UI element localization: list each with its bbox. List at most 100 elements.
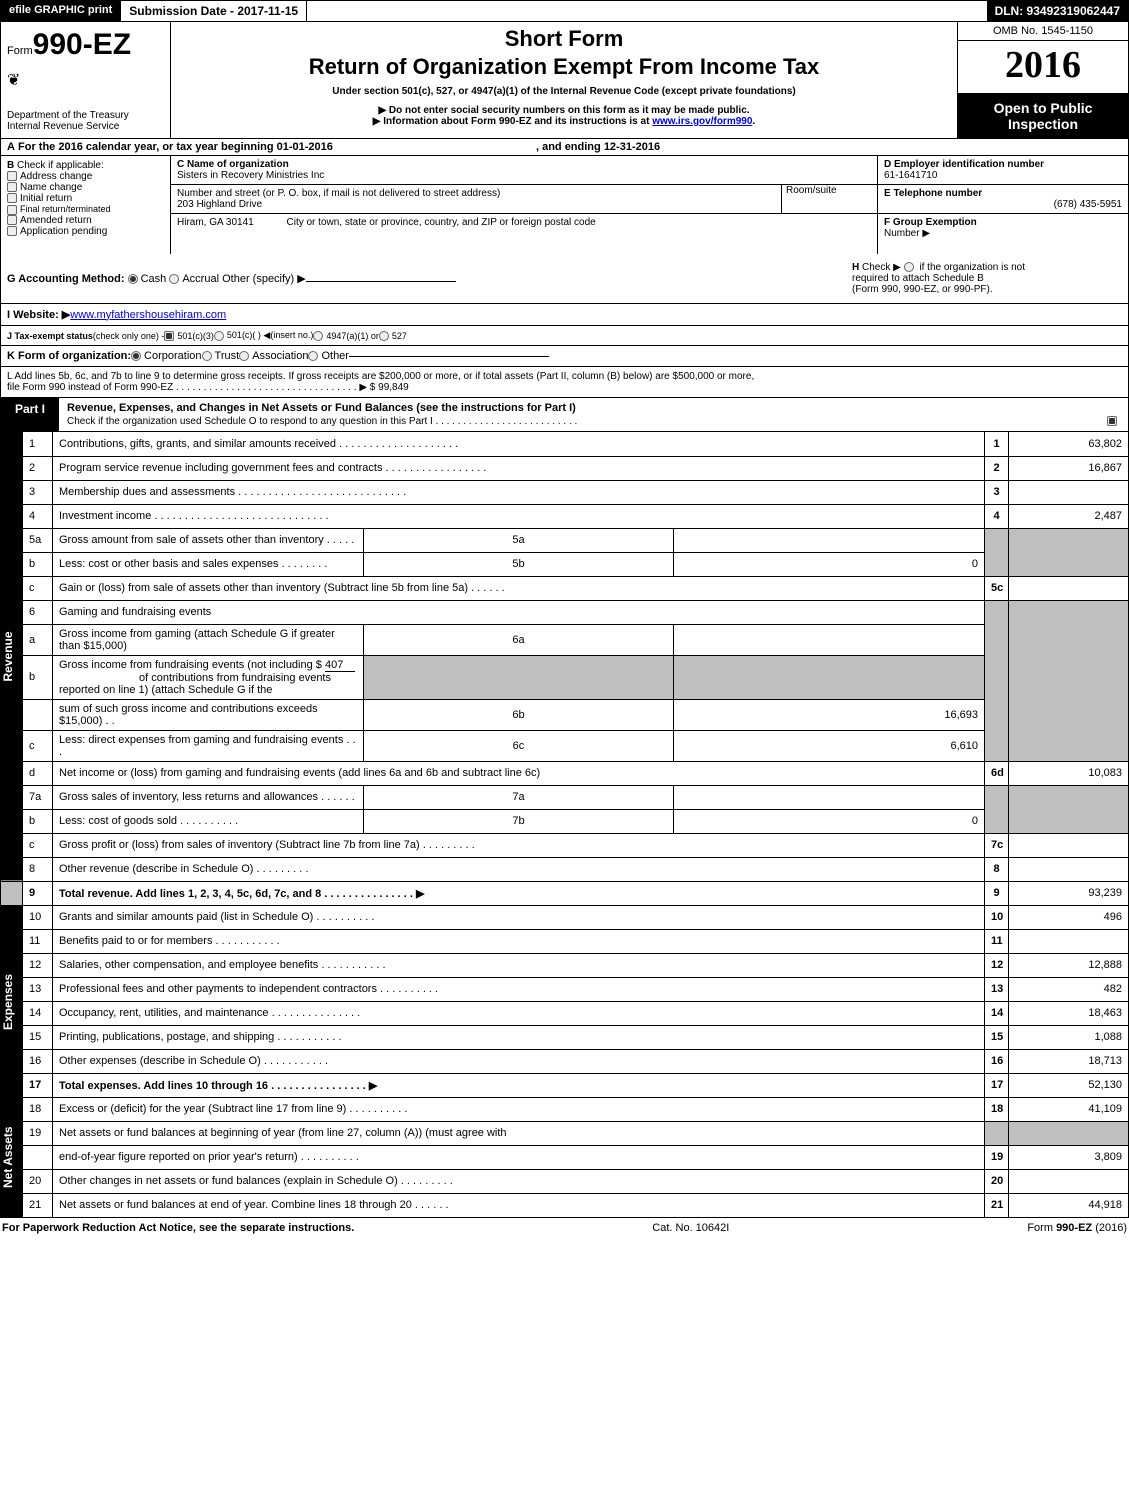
line-text: Gross profit or (loss) from sales of inv… bbox=[53, 833, 985, 857]
row-5a: 5a Gross amount from sale of assets othe… bbox=[1, 528, 1129, 552]
a-mid: , and ending bbox=[536, 141, 604, 153]
opt-final-return[interactable]: Final return/terminated bbox=[7, 204, 164, 215]
e-phone-row: E Telephone number (678) 435-5951 bbox=[878, 185, 1128, 214]
line-amt bbox=[1009, 833, 1129, 857]
line-amt: 18,463 bbox=[1009, 1001, 1129, 1025]
shaded-cell bbox=[1009, 785, 1129, 833]
opt-label: Final return/terminated bbox=[20, 204, 111, 214]
line-text: Net income or (loss) from gaming and fun… bbox=[53, 761, 985, 785]
radio-4947-icon[interactable] bbox=[313, 331, 323, 341]
line-rnum: 1 bbox=[985, 432, 1009, 456]
l-text1: L Add lines 5b, 6c, and 7b to line 9 to … bbox=[7, 371, 1122, 382]
website-link[interactable]: www.myfathershousehiram.com bbox=[70, 309, 226, 321]
line-num: 15 bbox=[23, 1025, 53, 1049]
footer-left: For Paperwork Reduction Act Notice, see … bbox=[2, 1222, 354, 1234]
opt-amended-return[interactable]: Amended return bbox=[7, 215, 164, 226]
c-street-label: Number and street (or P. O. box, if mail… bbox=[177, 188, 781, 199]
opt-label: Application pending bbox=[20, 226, 107, 237]
radio-trust-icon[interactable] bbox=[202, 351, 212, 361]
sub-num: 6c bbox=[363, 730, 674, 761]
line-text: Membership dues and assessments . . . . … bbox=[53, 480, 985, 504]
line-text: Gain or (loss) from sale of assets other… bbox=[53, 576, 985, 600]
footer-right: Form 990-EZ (2016) bbox=[1027, 1222, 1127, 1234]
line-text: Net assets or fund balances at end of ye… bbox=[53, 1193, 985, 1217]
row-15: 15 Printing, publications, postage, and … bbox=[1, 1025, 1129, 1049]
col-b: B Check if applicable: Address change Na… bbox=[1, 156, 171, 254]
a-end: 12-31-2016 bbox=[604, 141, 660, 153]
g-cash: Cash bbox=[141, 273, 167, 285]
shaded-cell bbox=[363, 655, 674, 699]
a-begin: 01-01-2016 bbox=[277, 141, 333, 153]
radio-accrual-icon[interactable] bbox=[169, 274, 179, 284]
col-def: D Employer identification number 61-1641… bbox=[878, 156, 1128, 254]
radio-501c-icon[interactable] bbox=[214, 331, 224, 341]
c-city-value: Hiram, GA 30141 bbox=[177, 217, 254, 228]
opt-initial-return[interactable]: Initial return bbox=[7, 193, 164, 204]
b-letter: B bbox=[7, 160, 14, 171]
checkbox-schedule-o-icon[interactable] bbox=[1107, 416, 1117, 426]
line-rnum: 15 bbox=[985, 1025, 1009, 1049]
efile-print-button[interactable]: efile GRAPHIC print bbox=[1, 1, 121, 21]
radio-h-icon[interactable] bbox=[904, 262, 914, 272]
line-num: 10 bbox=[23, 905, 53, 929]
part-1-title: Revenue, Expenses, and Changes in Net As… bbox=[59, 398, 1128, 431]
col-c: C Name of organization Sisters in Recove… bbox=[171, 156, 878, 254]
line-text: Benefits paid to or for members . . . . … bbox=[53, 929, 985, 953]
checkbox-501c3-icon[interactable] bbox=[164, 331, 174, 341]
radio-assoc-icon[interactable] bbox=[239, 351, 249, 361]
line-rnum: 19 bbox=[985, 1145, 1009, 1169]
row-7c: c Gross profit or (loss) from sales of i… bbox=[1, 833, 1129, 857]
line-num: 12 bbox=[23, 953, 53, 977]
header-center: Short Form Return of Organization Exempt… bbox=[171, 22, 958, 138]
irs-label: Internal Revenue Service bbox=[7, 121, 164, 132]
row-j: J Tax-exempt status (check only one) - 5… bbox=[0, 326, 1129, 346]
line-num: 13 bbox=[23, 977, 53, 1001]
irs-link[interactable]: www.irs.gov/form990 bbox=[652, 116, 752, 127]
line-text: Gaming and fundraising events bbox=[53, 600, 985, 624]
c-name-row: C Name of organization Sisters in Recove… bbox=[171, 156, 877, 185]
k-label: K Form of organization: bbox=[7, 350, 131, 362]
e-label: E Telephone number bbox=[884, 188, 1122, 199]
form-prefix: Form bbox=[7, 45, 33, 57]
line-num: 16 bbox=[23, 1049, 53, 1073]
radio-527-icon[interactable] bbox=[379, 331, 389, 341]
line-amt: 52,130 bbox=[1009, 1073, 1129, 1097]
row-19b: end-of-year figure reported on prior yea… bbox=[1, 1145, 1129, 1169]
line-num: d bbox=[23, 761, 53, 785]
row-18: Net Assets 18 Excess or (deficit) for th… bbox=[1, 1097, 1129, 1121]
line-num: c bbox=[23, 576, 53, 600]
checkbox-icon bbox=[7, 215, 17, 225]
return-title: Return of Organization Exempt From Incom… bbox=[181, 54, 947, 80]
row-i: I Website: ▶ www.myfathershousehiram.com bbox=[0, 304, 1129, 326]
sub-amt bbox=[674, 624, 985, 655]
radio-cash-icon[interactable] bbox=[128, 274, 138, 284]
footer-right-prefix: Form bbox=[1027, 1222, 1056, 1234]
line-rnum: 14 bbox=[985, 1001, 1009, 1025]
vtab-net-text: Net Assets bbox=[1, 1098, 23, 1217]
row-20: 20 Other changes in net assets or fund b… bbox=[1, 1169, 1129, 1193]
line-text: Occupancy, rent, utilities, and maintena… bbox=[53, 1001, 985, 1025]
line-text: Contributions, gifts, grants, and simila… bbox=[53, 432, 985, 456]
part-1-title-text: Revenue, Expenses, and Changes in Net As… bbox=[67, 402, 576, 414]
part-1-sub: Check if the organization used Schedule … bbox=[67, 416, 1120, 427]
line-text: Program service revenue including govern… bbox=[53, 456, 985, 480]
radio-other-icon[interactable] bbox=[308, 351, 318, 361]
radio-corp-icon[interactable] bbox=[131, 351, 141, 361]
line-amt: 93,239 bbox=[1009, 881, 1129, 905]
b-label: B Check if applicable: bbox=[7, 160, 164, 171]
opt-application-pending[interactable]: Application pending bbox=[7, 226, 164, 237]
k-o1: Corporation bbox=[144, 350, 201, 362]
row-6b2: sum of such gross income and contributio… bbox=[1, 699, 1129, 730]
opt-name-change[interactable]: Name change bbox=[7, 182, 164, 193]
line-rnum: 10 bbox=[985, 905, 1009, 929]
line-num: 18 bbox=[23, 1097, 53, 1121]
part-1-label: Part I bbox=[1, 398, 59, 431]
row-6: 6 Gaming and fundraising events bbox=[1, 600, 1129, 624]
line-amt bbox=[1009, 857, 1129, 881]
under-section: Under section 501(c), 527, or 4947(a)(1)… bbox=[181, 86, 947, 97]
opt-address-change[interactable]: Address change bbox=[7, 171, 164, 182]
i-label: I Website: ▶ bbox=[7, 308, 70, 321]
arrow2-text: ▶ Information about Form 990-EZ and its … bbox=[373, 116, 652, 127]
h-content: H Check ▶ if the organization is not req… bbox=[852, 262, 1122, 295]
line-num: c bbox=[23, 730, 53, 761]
